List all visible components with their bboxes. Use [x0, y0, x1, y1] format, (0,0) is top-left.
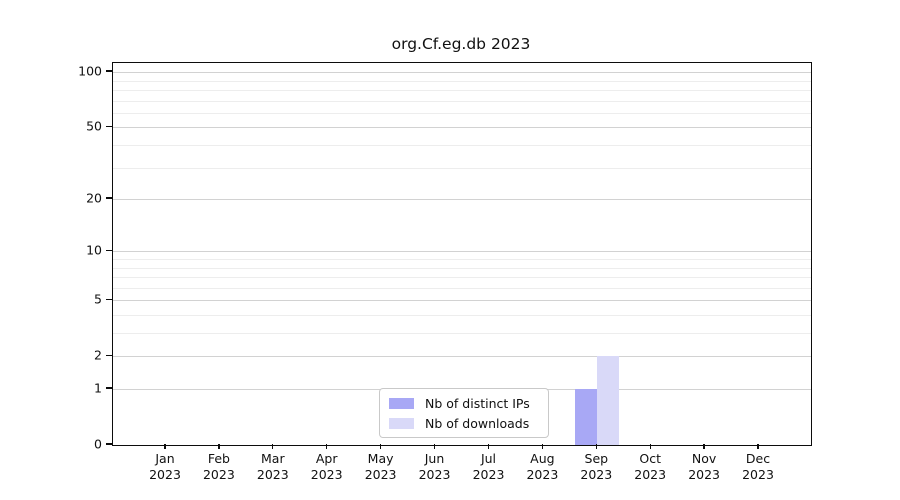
gridline — [113, 199, 811, 200]
legend: Nb of distinct IPs Nb of downloads — [379, 388, 549, 438]
x-tick-label: Jul 2023 — [472, 451, 505, 482]
bar-distinct-ips-sep-2023 — [575, 389, 598, 445]
y-tick-label: 2 — [94, 347, 102, 363]
gridline — [113, 356, 811, 358]
y-tick-label: 50 — [86, 118, 102, 134]
gridline — [113, 144, 811, 146]
gridline — [113, 72, 811, 74]
x-tick-mark — [326, 444, 328, 449]
gridline — [113, 167, 811, 169]
x-tick-label: Dec 2023 — [742, 451, 774, 482]
legend-item-distinct-ips: Nb of distinct IPs — [389, 396, 548, 411]
y-tick-label: 0 — [94, 436, 102, 452]
y-tick-label: 100 — [78, 63, 102, 79]
x-tick-mark — [649, 444, 651, 449]
y-tick-label: 5 — [94, 291, 102, 307]
x-tick-label: Aug 2023 — [526, 451, 559, 482]
y-tick-mark — [106, 354, 112, 356]
gridline — [113, 100, 811, 102]
x-tick-label: Nov 2023 — [688, 451, 720, 482]
gridline — [113, 287, 811, 289]
chart-title: org.Cf.eg.db 2023 — [391, 35, 531, 53]
bar-downloads-sep-2023 — [597, 356, 620, 445]
legend-item-downloads: Nb of downloads — [389, 416, 548, 431]
y-tick-mark — [106, 443, 112, 445]
y-tick-label: 20 — [86, 190, 102, 206]
x-tick-label: Oct 2023 — [634, 451, 667, 482]
gridline — [113, 112, 811, 114]
gridline — [113, 127, 811, 129]
x-tick-label: Jan 2023 — [149, 451, 181, 482]
gridline — [113, 277, 811, 278]
x-tick-mark — [703, 444, 705, 449]
y-tick-mark — [106, 197, 112, 199]
y-tick-mark — [106, 249, 112, 251]
gridline — [113, 300, 811, 302]
plot-area: Nb of distinct IPs Nb of downloads — [112, 62, 812, 446]
x-tick-label: Feb 2023 — [202, 451, 235, 482]
gridline — [113, 333, 811, 334]
x-tick-mark — [487, 444, 490, 449]
gridline — [113, 258, 811, 260]
x-tick-mark — [272, 444, 274, 449]
gridline — [113, 314, 811, 316]
x-tick-label: Sep 2023 — [580, 451, 613, 482]
y-tick-mark — [106, 298, 112, 300]
x-tick-label: May 2023 — [364, 451, 397, 482]
legend-swatch-downloads — [389, 417, 414, 429]
x-tick-mark — [757, 444, 759, 449]
legend-swatch-distinct-ips — [389, 397, 414, 409]
x-tick-mark — [379, 444, 382, 449]
y-tick-label: 10 — [86, 242, 102, 258]
gridline — [113, 251, 811, 253]
x-tick-mark — [218, 444, 220, 449]
gridline — [113, 267, 811, 269]
gridline — [113, 89, 811, 91]
x-tick-mark — [595, 444, 597, 449]
x-tick-label: Jun 2023 — [418, 451, 451, 482]
legend-label-distinct-ips: Nb of distinct IPs — [425, 395, 530, 411]
gridline — [113, 80, 811, 82]
x-tick-mark — [164, 444, 166, 449]
x-tick-label: Apr 2023 — [310, 451, 343, 482]
x-tick-mark — [541, 444, 544, 449]
x-tick-label: Mar 2023 — [256, 451, 289, 482]
y-tick-label: 1 — [94, 380, 102, 396]
y-tick-mark — [106, 70, 112, 72]
x-tick-mark — [433, 444, 436, 449]
legend-label-downloads: Nb of downloads — [425, 415, 530, 431]
y-tick-mark — [106, 125, 112, 127]
y-tick-mark — [106, 387, 112, 389]
